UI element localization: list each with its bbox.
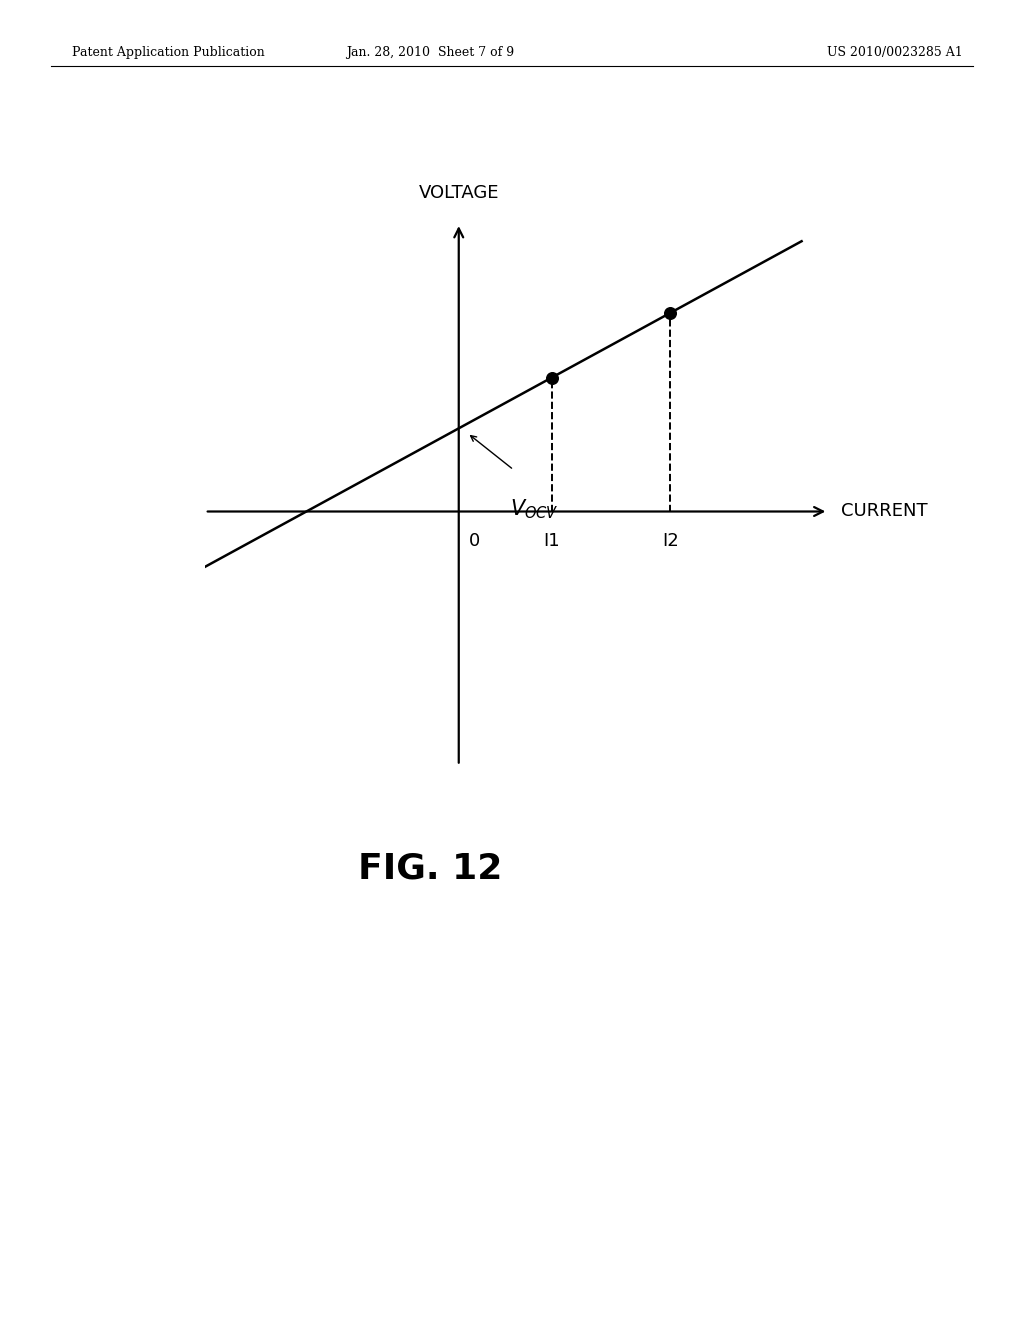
Text: 0: 0 xyxy=(469,532,480,550)
Text: FIG. 12: FIG. 12 xyxy=(358,851,503,886)
Point xyxy=(544,367,560,388)
Point xyxy=(663,302,679,323)
Text: $V_{OCV}$: $V_{OCV}$ xyxy=(510,498,558,521)
Text: I1: I1 xyxy=(544,532,560,550)
Text: CURRENT: CURRENT xyxy=(841,503,927,520)
Text: Patent Application Publication: Patent Application Publication xyxy=(72,46,264,59)
Text: US 2010/0023285 A1: US 2010/0023285 A1 xyxy=(826,46,963,59)
Text: VOLTAGE: VOLTAGE xyxy=(419,183,499,202)
Text: Jan. 28, 2010  Sheet 7 of 9: Jan. 28, 2010 Sheet 7 of 9 xyxy=(346,46,514,59)
Text: I2: I2 xyxy=(662,532,679,550)
